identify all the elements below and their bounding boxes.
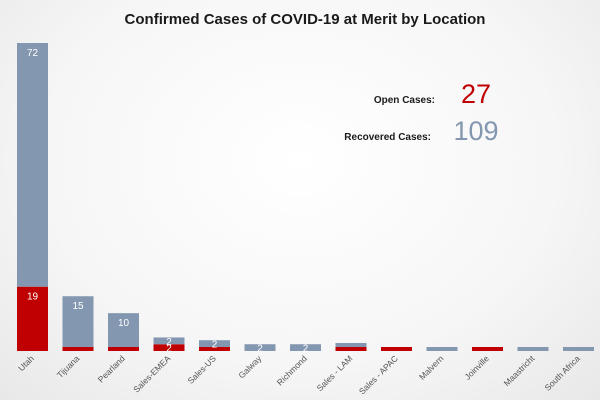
x-tick-south-africa: South Africa — [542, 353, 582, 393]
bar-recovered-cases-pearland — [108, 313, 139, 347]
bar-open-cases-sales-lam — [335, 347, 367, 351]
bar-recovered-cases-sales-us — [199, 340, 230, 347]
data-label-recovered-cases-sales-emea: 2 — [166, 337, 172, 348]
x-tick-richmond: Richmond — [275, 353, 309, 387]
x-tick-joinville: Joinville — [462, 353, 491, 382]
recovered-cases-label: Recovered Cases: — [344, 132, 431, 143]
data-label-recovered-cases-sales-us: 2 — [212, 340, 218, 351]
x-tick-sales-apac: Sales - APAC — [357, 353, 400, 396]
data-label-recovered-cases-pearland: 10 — [118, 318, 130, 329]
x-tick-labels-group: Utah Tijuana Pearland Sales-EMEA Sales-US Gal… — [16, 353, 582, 397]
x-tick-sales-us: Sales-US — [185, 353, 218, 386]
bar-open-cases-sales-emea — [153, 344, 185, 351]
open-cases-value: 27 — [461, 79, 491, 109]
x-tick-pearland: Pearland — [96, 353, 127, 384]
bar-open-cases-utah — [17, 286, 48, 351]
bar-recovered-cases-malvern — [426, 347, 458, 351]
data-label-recovered-cases-galway: 2 — [257, 344, 263, 355]
x-tick-sales-emea: Sales-EMEA — [131, 353, 172, 394]
bar-open-cases-pearland — [108, 347, 139, 351]
x-tick-sales-lam: Sales - LAM — [315, 353, 355, 393]
bars-group — [17, 43, 594, 351]
x-tick-maastricht: Maastricht — [502, 353, 537, 388]
bar-open-cases-sales-us — [199, 347, 230, 351]
x-tick-galway: Galway — [236, 353, 264, 381]
bar-recovered-cases-sales-emea — [153, 337, 185, 345]
bar-recovered-cases-maastricht — [517, 347, 549, 351]
data-label-open-cases-sales-emea: 2 — [166, 344, 172, 355]
recovered-cases-value: 109 — [453, 116, 498, 146]
bar-recovered-cases-galway — [244, 344, 276, 351]
data-label-recovered-cases-utah: 72 — [27, 48, 39, 59]
bar-open-cases-tijuana — [62, 347, 94, 351]
data-label-recovered-cases-tijuana: 15 — [72, 301, 84, 312]
x-tick-utah: Utah — [16, 353, 36, 373]
bar-recovered-cases-utah — [17, 43, 48, 287]
data-label-open-cases-utah: 19 — [27, 292, 39, 303]
x-tick-tijuana: Tijuana — [55, 353, 82, 380]
open-cases-label: Open Cases: — [374, 95, 435, 106]
bar-recovered-cases-south-africa — [563, 347, 594, 351]
data-label-recovered-cases-richmond: 2 — [303, 344, 309, 355]
bar-recovered-cases-sales-lam — [335, 343, 367, 347]
bar-recovered-cases-richmond — [290, 344, 321, 351]
bar-open-cases-sales-apac — [381, 347, 412, 351]
bar-recovered-cases-tijuana — [62, 296, 94, 347]
x-tick-malvern: Malvern — [417, 353, 446, 382]
chart-title: Confirmed Cases of COVID-19 at Merit by … — [125, 11, 486, 28]
bar-open-cases-joinville — [472, 347, 503, 351]
